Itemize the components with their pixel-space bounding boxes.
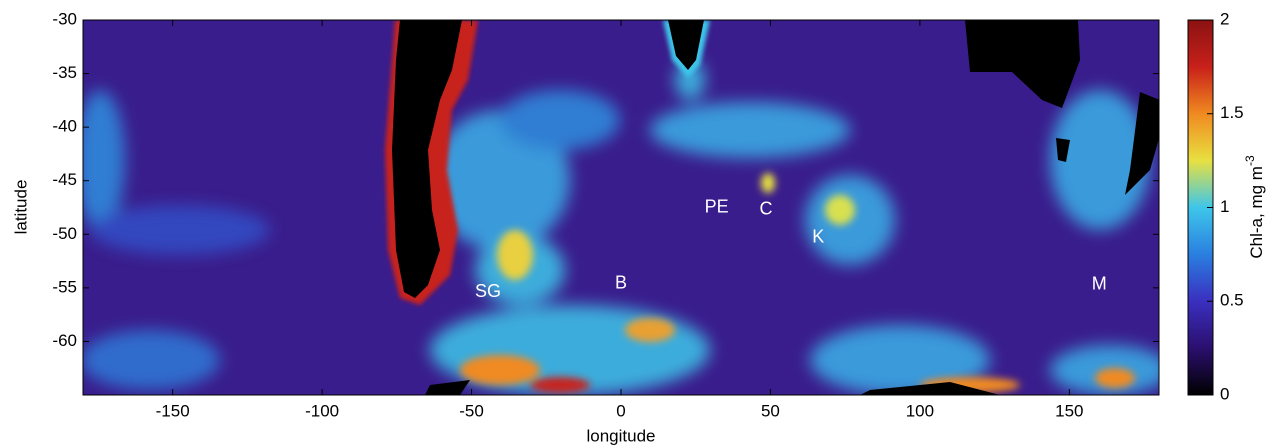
y-tick-label: -30 — [52, 9, 77, 28]
x-tick-label: -50 — [459, 401, 484, 420]
annotation: B — [615, 272, 627, 292]
map-field — [75, 20, 1170, 395]
x-axis-label: longitude — [586, 426, 655, 445]
colorbar-label: Chl-a, mg m-3 — [1243, 155, 1266, 259]
y-axis-label: latitude — [11, 180, 30, 235]
chart: longitude latitude Chl-a, mg m-3 -150 -10… — [0, 0, 1273, 445]
x-tick-label: -150 — [156, 401, 190, 420]
y-tick-label: -35 — [52, 63, 77, 82]
colorbar-label-main: Chl-a, mg m — [1247, 166, 1266, 259]
y-tick-label: -40 — [52, 117, 77, 136]
colorbar-tick-label: 0.5 — [1220, 291, 1244, 310]
x-tick-label: 50 — [761, 401, 780, 420]
x-tick-label: 100 — [906, 401, 934, 420]
annotation: C — [759, 198, 772, 218]
x-tick-label: 150 — [1055, 401, 1083, 420]
x-tick-label: 0 — [616, 401, 625, 420]
y-tick-label: -45 — [52, 170, 77, 189]
y-tick-label: -60 — [52, 331, 77, 350]
annotation: M — [1092, 273, 1107, 293]
annotation: PE — [705, 196, 729, 216]
colorbar-tick-label: 1 — [1220, 197, 1229, 216]
annotation: K — [812, 226, 824, 246]
colorbar-label-superscript: -3 — [1243, 155, 1257, 166]
y-tick-label: -55 — [52, 277, 77, 296]
colorbar-tick-label: 1.5 — [1220, 103, 1244, 122]
x-tick-label: -100 — [305, 401, 339, 420]
y-tick-label: -50 — [52, 224, 77, 243]
colorbar-tick-label: 0 — [1220, 384, 1229, 403]
annotation: SG — [475, 281, 501, 301]
colorbar-tick-label: 2 — [1220, 9, 1229, 28]
